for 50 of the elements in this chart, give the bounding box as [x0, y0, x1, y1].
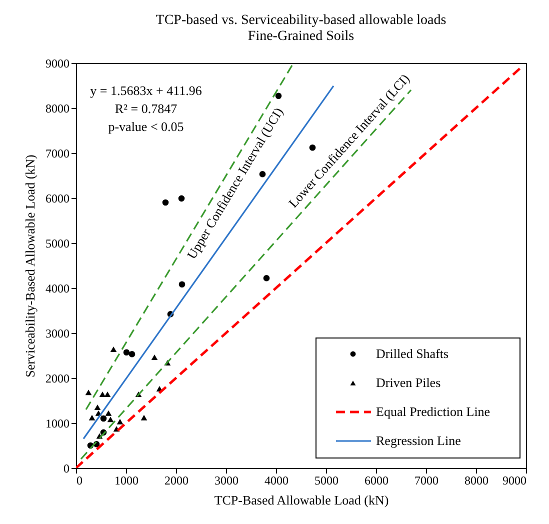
x-tick-label: 0: [76, 474, 82, 488]
point: [100, 415, 107, 422]
x-tick-label: 4000: [264, 474, 288, 488]
point: [128, 350, 136, 358]
x-tick-label: 3000: [214, 474, 238, 488]
legend-label: Regression Line: [376, 433, 462, 448]
y-tick-label: 6000: [46, 192, 70, 206]
y-tick-label: 2000: [46, 372, 70, 386]
y-tick-label: 8000: [46, 102, 70, 116]
legend-label: Equal Prediction Line: [376, 404, 490, 419]
point: [85, 390, 92, 396]
x-tick-label: 6000: [364, 474, 388, 488]
x-tick-label: 7000: [414, 474, 438, 488]
y-tick-label: 4000: [46, 282, 70, 296]
point: [140, 414, 148, 420]
point: [88, 414, 96, 420]
y-tick-label: 9000: [46, 56, 70, 70]
x-axis-title: TCP-Based Allowable Load (kN): [214, 492, 389, 508]
legend-label: Driven Piles: [376, 375, 441, 390]
point: [151, 354, 158, 360]
y-tick-label: 1000: [46, 416, 70, 430]
annotation: p-value < 0.05: [108, 119, 184, 134]
point: [107, 416, 114, 422]
y-tick-label: 3000: [46, 326, 70, 340]
point: [263, 274, 270, 282]
point: [99, 391, 106, 397]
point: [105, 410, 112, 416]
point: [162, 199, 169, 206]
point: [123, 349, 130, 356]
point: [178, 281, 186, 288]
y-tick-label: 5000: [46, 236, 70, 250]
x-tick-label: 2000: [164, 474, 188, 488]
y-axis-title: Serviceability-Based Allowable Load (kN): [22, 154, 38, 378]
annotation: R² = 0.7847: [114, 101, 178, 116]
point: [116, 418, 124, 424]
point: [275, 92, 282, 100]
point: [94, 404, 101, 410]
text: TCP-based vs. Serviceability-based allowable loads: [156, 13, 446, 28]
x-tick-label: 8000: [464, 474, 488, 488]
legend-label: Drilled Shafts: [376, 346, 449, 361]
x-tick-label: 5000: [314, 474, 338, 488]
point: [110, 346, 117, 352]
point: [178, 195, 185, 202]
x-tick-label: 9000: [502, 474, 526, 488]
text: Fine-Grained Soils: [248, 29, 354, 44]
y-tick-label: 7000: [46, 146, 70, 160]
y-tick-label: 0: [64, 462, 70, 476]
x-tick-label: 1000: [114, 474, 138, 488]
point: [104, 391, 111, 397]
annotation: y = 1.5683x + 411.96: [90, 83, 202, 98]
